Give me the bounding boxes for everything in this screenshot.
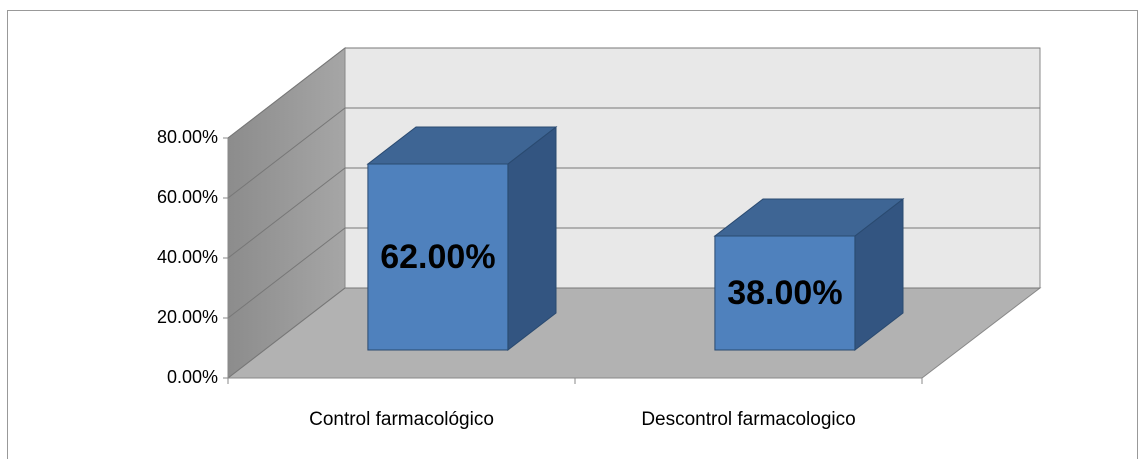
y-tick-label: 80.00% [157, 127, 218, 147]
floor [226, 287, 1042, 379]
x-tick-label: Descontrol farmacologico [641, 409, 855, 430]
value-label: 62.00% [380, 238, 495, 276]
bar [367, 163, 509, 351]
grid-line [227, 107, 346, 199]
x-tick-label: Control farmacológico [309, 409, 494, 430]
bar-side [507, 125, 557, 352]
bar [714, 235, 856, 351]
grid-line [227, 47, 346, 139]
grid-line [227, 227, 346, 319]
y-tick-label: 0.00% [167, 367, 218, 387]
plot-area: 0.00% 20.00% 40.00% 60.00% 80.00% Control far… [157, 46, 1042, 430]
y-tick-label: 40.00% [157, 247, 218, 267]
grid-line [227, 287, 346, 379]
y-tick-label: 60.00% [157, 187, 218, 207]
value-label: 38.00% [727, 274, 842, 312]
y-tick-label: 20.00% [157, 307, 218, 327]
grid-line [227, 167, 346, 259]
